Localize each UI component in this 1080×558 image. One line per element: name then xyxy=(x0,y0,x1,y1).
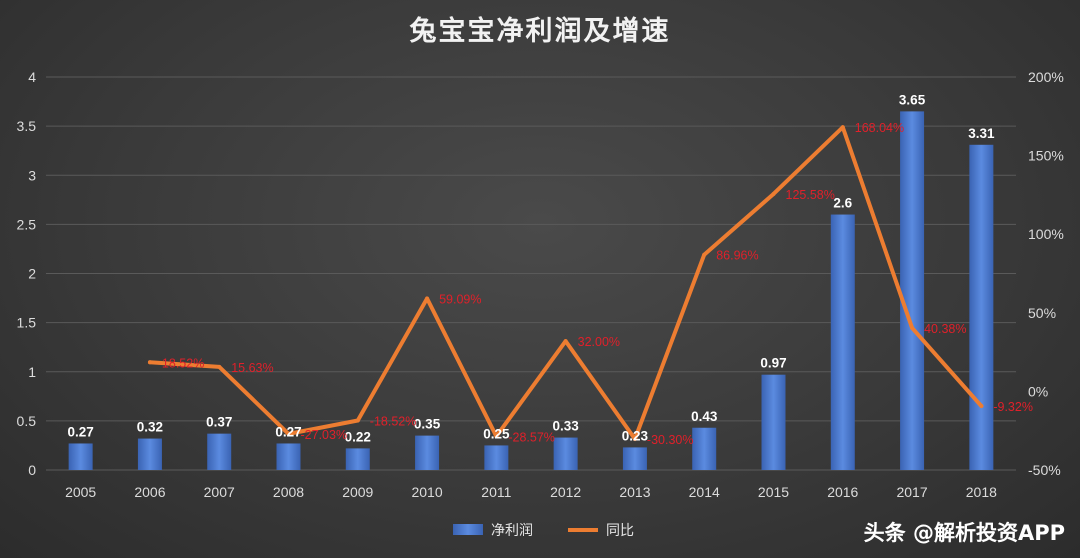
line-point xyxy=(979,404,984,409)
line-point xyxy=(425,296,430,301)
bar xyxy=(137,438,162,470)
line-point xyxy=(217,364,222,369)
x-tick-label: 2010 xyxy=(411,484,442,500)
line-point xyxy=(563,339,568,344)
x-tick-label: 2005 xyxy=(65,484,96,500)
left-tick-label: 4 xyxy=(28,69,36,85)
pct-value-label: -18.52% xyxy=(370,415,417,429)
x-tick-label: 2016 xyxy=(827,484,858,500)
legend-swatch-bar xyxy=(453,524,483,535)
line-data-labels: 18.52% 15.63% -27.03% -18.52% 59.09% -28.57% 3… xyxy=(162,121,1033,447)
pct-value-label: -30.30% xyxy=(647,433,694,447)
left-tick-label: 3 xyxy=(28,167,36,183)
x-tick-label: 2014 xyxy=(689,484,720,500)
pct-value-label: 18.52% xyxy=(162,356,204,370)
line-point xyxy=(910,325,915,330)
line-point xyxy=(840,125,845,130)
pct-value-label: 125.58% xyxy=(786,188,835,202)
growth-line xyxy=(147,125,984,442)
bar xyxy=(484,445,509,470)
bar-value-label: 0.25 xyxy=(483,426,510,441)
bar xyxy=(761,374,786,470)
x-axis-ticks: 2005 2006 2007 2008 2009 2010 2011 2012 2013 2014… xyxy=(65,484,997,500)
bar-value-label: 0.22 xyxy=(345,429,371,444)
bar xyxy=(830,214,855,470)
bar xyxy=(207,433,232,470)
x-tick-label: 2006 xyxy=(134,484,165,500)
legend-label: 同比 xyxy=(606,523,634,539)
right-tick-label: 100% xyxy=(1028,226,1064,242)
bar-data-labels: 0.27 0.32 0.37 0.27 0.22 0.35 0.25 0.33 0.23 0.43… xyxy=(68,92,995,444)
x-tick-label: 2009 xyxy=(342,484,373,500)
right-tick-label: -50% xyxy=(1028,462,1061,478)
bar xyxy=(900,111,925,470)
bar xyxy=(553,437,578,470)
pct-value-label: 32.00% xyxy=(578,335,620,349)
pct-value-label: -27.03% xyxy=(301,428,348,442)
x-tick-label: 2007 xyxy=(204,484,235,500)
line-point xyxy=(494,434,499,439)
bar-value-label: 0.27 xyxy=(68,424,94,439)
pct-value-label: 59.09% xyxy=(439,293,481,307)
pct-value-label: 168.04% xyxy=(855,121,904,135)
bar xyxy=(345,448,370,470)
bar-value-label: 0.37 xyxy=(206,415,232,430)
bar xyxy=(415,435,440,470)
bar-value-label: 2.6 xyxy=(833,196,852,211)
pct-value-label: -9.32% xyxy=(993,400,1033,414)
left-tick-label: 1.5 xyxy=(17,315,37,331)
bar-value-label: 3.31 xyxy=(968,126,995,141)
pct-value-label: -28.57% xyxy=(508,430,555,444)
left-tick-label: 2 xyxy=(28,266,36,282)
line-point xyxy=(771,191,776,196)
line-series xyxy=(147,125,984,442)
line-point xyxy=(702,252,707,257)
right-tick-label: 150% xyxy=(1028,148,1064,164)
bar xyxy=(622,447,647,470)
bar xyxy=(276,443,301,470)
x-tick-label: 2008 xyxy=(273,484,304,500)
bar-value-label: 0.27 xyxy=(275,424,301,439)
bar-value-label: 0.43 xyxy=(691,409,718,424)
x-tick-label: 2012 xyxy=(550,484,581,500)
legend: 净利润 同比 xyxy=(453,523,634,539)
watermark-text: 头条 @解析投资APP xyxy=(864,521,1065,545)
x-tick-label: 2017 xyxy=(896,484,927,500)
line-point xyxy=(147,360,152,365)
bar-series xyxy=(68,111,994,471)
left-tick-label: 0 xyxy=(28,462,36,478)
gridlines xyxy=(46,76,1016,471)
pct-value-label: 86.96% xyxy=(716,249,758,263)
bar-value-label: 0.23 xyxy=(622,428,649,443)
right-axis-ticks: -50% 0% 50% 100% 150% 200% xyxy=(1028,69,1064,478)
right-tick-label: 0% xyxy=(1028,383,1048,399)
right-tick-label: 200% xyxy=(1028,69,1064,85)
bar-value-label: 0.35 xyxy=(414,417,441,432)
bar-value-label: 3.65 xyxy=(899,92,926,107)
x-tick-label: 2015 xyxy=(758,484,789,500)
x-tick-label: 2011 xyxy=(481,484,511,500)
bar-value-label: 0.97 xyxy=(760,356,786,371)
line-point xyxy=(632,437,637,442)
bar-value-label: 0.33 xyxy=(553,419,580,434)
line-point xyxy=(355,418,360,423)
bar-value-label: 0.32 xyxy=(137,420,163,435)
bar xyxy=(68,443,93,470)
left-axis-ticks: 0 0.5 1 1.5 2 2.5 3 3.5 4 xyxy=(17,69,37,478)
chart-title: 兔宝宝净利润及增速 xyxy=(410,15,671,47)
left-tick-label: 1 xyxy=(28,364,36,380)
right-tick-label: 50% xyxy=(1028,305,1056,321)
pct-value-label: 40.38% xyxy=(924,322,966,336)
x-tick-label: 2018 xyxy=(966,484,997,500)
bar xyxy=(692,427,717,470)
legend-label: 净利润 xyxy=(491,523,533,539)
left-tick-label: 3.5 xyxy=(17,118,37,134)
left-tick-label: 0.5 xyxy=(17,413,37,429)
left-tick-label: 2.5 xyxy=(17,216,37,232)
bar xyxy=(969,144,994,471)
pct-value-label: 15.63% xyxy=(231,361,273,375)
x-tick-label: 2013 xyxy=(619,484,650,500)
line-point xyxy=(286,431,291,436)
